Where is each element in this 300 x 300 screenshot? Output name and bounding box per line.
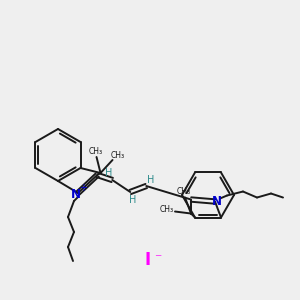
Text: CH₃: CH₃ <box>177 187 191 196</box>
Text: H: H <box>147 175 154 185</box>
Text: I: I <box>145 251 151 269</box>
Text: N: N <box>71 188 81 202</box>
Text: CH₃: CH₃ <box>110 151 124 160</box>
Text: CH₃: CH₃ <box>88 148 103 157</box>
Text: ⁻: ⁻ <box>154 252 162 266</box>
Text: CH₃: CH₃ <box>160 205 174 214</box>
Text: H: H <box>129 195 136 205</box>
Text: +: + <box>79 183 87 193</box>
Text: N: N <box>212 195 222 208</box>
Text: H: H <box>105 168 112 178</box>
